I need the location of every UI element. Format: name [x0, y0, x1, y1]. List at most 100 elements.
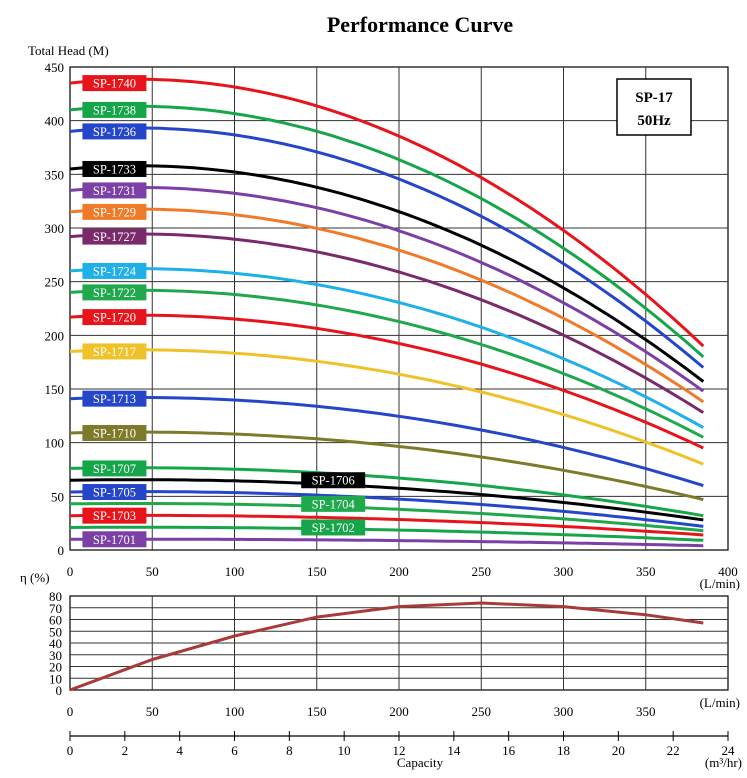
- series-label: SP-1702: [312, 521, 355, 535]
- capacity-tick-label: 16: [502, 743, 516, 758]
- series-label-bg: [82, 123, 147, 140]
- info-frequency: 50Hz: [637, 113, 671, 129]
- series-label-bg: [301, 519, 366, 536]
- curve-sp-1710: [69, 430, 704, 502]
- y-tick-label: 350: [45, 167, 65, 182]
- eff-x-tick-label: 150: [307, 704, 327, 719]
- series-label-bg: [82, 160, 147, 177]
- series-label: SP-1713: [93, 392, 136, 406]
- eff-x-tick-label: 350: [636, 704, 656, 719]
- eff-y-tick-label: 70: [49, 601, 62, 616]
- x-tick-label: 250: [472, 564, 492, 579]
- series-label-bg: [82, 309, 147, 326]
- curve-sp-1727: [69, 232, 705, 414]
- x-axis-unit: (L/min): [700, 576, 740, 591]
- series-label-bg: [82, 460, 147, 477]
- info-model: SP-17: [635, 90, 673, 106]
- eff-x-axis-unit: (L/min): [700, 695, 740, 710]
- eff-y-tick-label: 20: [49, 660, 62, 675]
- eff-x-tick-label: 50: [146, 704, 159, 719]
- eff-y-tick-label: 50: [49, 624, 62, 639]
- curve-sp-1738: [69, 104, 705, 358]
- series-label: SP-1724: [93, 264, 137, 278]
- capacity-tick-label: 14: [447, 743, 461, 758]
- series-label: SP-1710: [93, 427, 136, 441]
- capacity-tick-label: 8: [286, 743, 293, 758]
- curve-sp-1707: [69, 466, 704, 518]
- series-label-bg: [82, 262, 147, 279]
- series-label-bg: [82, 228, 147, 245]
- y-tick-label: 0: [58, 543, 65, 558]
- curve-sp-1722: [69, 288, 704, 439]
- eff-y-tick-label: 30: [49, 648, 62, 663]
- capacity-axis-title: Capacity: [397, 755, 444, 770]
- eff-x-tick-label: 100: [225, 704, 245, 719]
- series-label: SP-1727: [93, 230, 136, 244]
- curve-sp-1740: [69, 77, 705, 348]
- capacity-tick-label: 24: [722, 743, 736, 758]
- series-label: SP-1729: [93, 205, 136, 219]
- x-tick-label: 300: [554, 564, 574, 579]
- series-label: SP-1720: [93, 311, 136, 325]
- y-axis-title: Total Head (M): [28, 43, 109, 58]
- x-tick-label: 0: [67, 564, 74, 579]
- eff-y-tick-label: 80: [49, 589, 62, 604]
- capacity-tick-label: 12: [393, 743, 406, 758]
- y-tick-label: 250: [45, 275, 65, 290]
- eff-y-tick-label: 0: [56, 683, 63, 698]
- eff-y-tick-label: 60: [49, 613, 62, 628]
- series-label: SP-1731: [93, 184, 136, 198]
- capacity-tick-label: 2: [122, 743, 129, 758]
- info-box: [616, 78, 692, 136]
- capacity-axis-unit: (m³/hr): [705, 755, 742, 770]
- x-tick-label: 400: [718, 564, 738, 579]
- series-label-bg: [301, 495, 366, 512]
- y-tick-label: 100: [45, 436, 65, 451]
- capacity-tick-label: 18: [557, 743, 570, 758]
- curve-sp-1704: [70, 502, 704, 533]
- chart-title: Performance Curve: [327, 12, 514, 37]
- capacity-tick-label: 0: [67, 743, 74, 758]
- curve-sp-1703: [69, 513, 704, 537]
- capacity-tick-label: 4: [176, 743, 183, 758]
- series-label: SP-1722: [93, 286, 136, 300]
- curve-sp-1729: [69, 207, 705, 404]
- curve-sp-1717: [69, 348, 704, 466]
- eff-x-tick-label: 0: [67, 704, 74, 719]
- series-label: SP-1703: [93, 509, 136, 523]
- eff-x-tick-label: 200: [389, 704, 409, 719]
- curve-sp-1736: [69, 126, 705, 369]
- curve-sp-1706: [69, 478, 704, 522]
- series-label-bg: [82, 425, 147, 442]
- series-label: SP-1740: [93, 77, 136, 91]
- curve-sp-1720: [69, 313, 704, 450]
- y-tick-label: 400: [45, 114, 65, 129]
- curve-sp-1702: [69, 525, 704, 542]
- series-label: SP-1707: [93, 462, 136, 476]
- x-tick-label: 50: [146, 564, 159, 579]
- series-label: SP-1701: [93, 533, 136, 547]
- eff-x-tick-label: 300: [554, 704, 574, 719]
- x-tick-label: 200: [389, 564, 409, 579]
- eff-y-axis-title: η (%): [20, 570, 50, 585]
- series-label-bg: [82, 343, 147, 360]
- y-tick-label: 200: [45, 328, 65, 343]
- series-label-bg: [82, 531, 147, 548]
- series-label: SP-1705: [93, 486, 136, 500]
- capacity-tick-label: 20: [612, 743, 625, 758]
- y-tick-label: 300: [45, 221, 65, 236]
- curve-sp-1713: [69, 395, 704, 488]
- series-label-bg: [82, 203, 147, 220]
- curve-sp-1724: [69, 267, 705, 429]
- series-label-bg: [301, 472, 366, 489]
- curve-sp-1701: [69, 537, 704, 548]
- capacity-tick-label: 22: [667, 743, 680, 758]
- series-label: SP-1733: [93, 162, 136, 176]
- curve-sp-1705: [69, 490, 704, 528]
- y-tick-label: 50: [51, 489, 64, 504]
- x-tick-label: 100: [225, 564, 245, 579]
- x-tick-label: 150: [307, 564, 327, 579]
- series-label-bg: [82, 284, 147, 301]
